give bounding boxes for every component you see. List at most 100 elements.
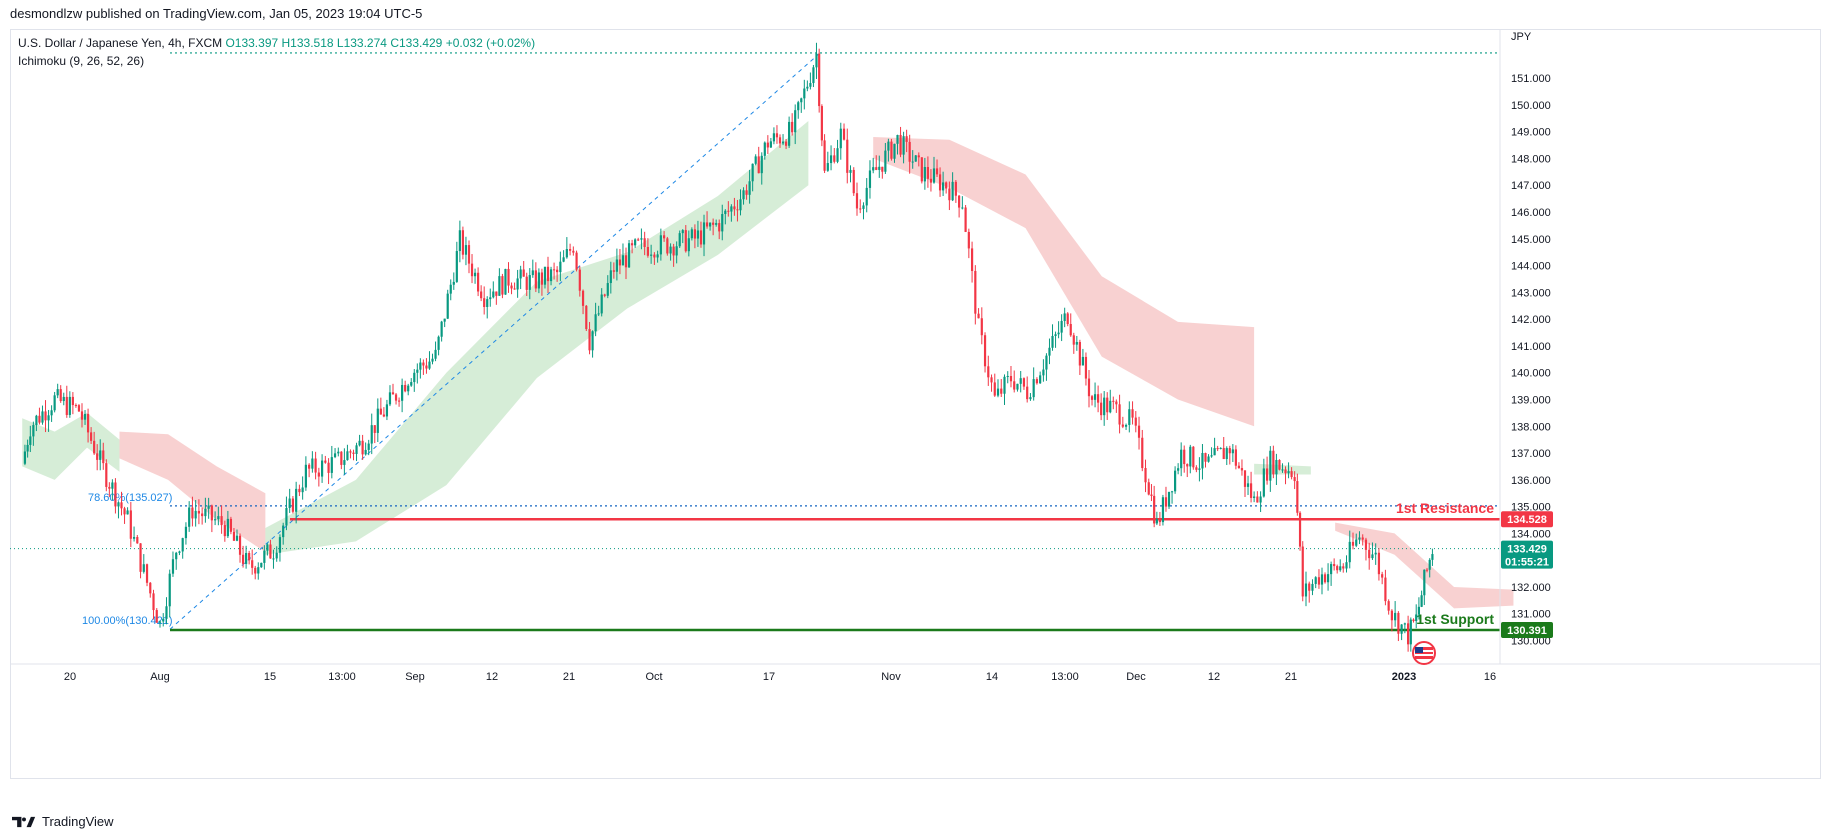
candle-body-349: [1106, 397, 1109, 413]
candle-body-227: [727, 210, 730, 212]
candle-body-65: [226, 518, 229, 537]
candle-body-64: [223, 525, 226, 537]
candle-body-11: [56, 389, 59, 396]
candle-body-377: [1192, 446, 1195, 468]
candle-body-18: [77, 405, 81, 412]
last-price-tag-bg: [1501, 540, 1553, 569]
candle-body-48: [171, 559, 175, 574]
candle-body-147: [480, 291, 483, 299]
candle-body-202: [650, 254, 653, 256]
candle-body-311: [987, 366, 990, 378]
candle-body-23: [93, 440, 96, 454]
candle-body-134: [440, 321, 443, 337]
candle-body-264: [839, 128, 842, 149]
candle-body-346: [1097, 394, 1100, 403]
published-line: desmondlzw published on TradingView.com,…: [10, 6, 423, 21]
candle-body-121: [401, 384, 404, 401]
candle-body-114: [379, 408, 382, 415]
candle-body-289: [917, 155, 920, 158]
candle-body-398: [1256, 496, 1259, 503]
candle-body-247: [788, 121, 791, 146]
candle-body-407: [1284, 469, 1287, 474]
candle-body-50: [178, 551, 181, 553]
candle-body-410: [1293, 477, 1296, 482]
candle-body-235: [751, 163, 754, 182]
tradingview-brand[interactable]: TradingView: [12, 814, 114, 829]
price-tick-label: 138.000: [1511, 421, 1551, 433]
candle-body-151: [492, 291, 495, 298]
candle-body-1: [26, 444, 29, 452]
candle-body-239: [763, 142, 766, 156]
candle-body-350: [1109, 400, 1112, 413]
candle-body-171: [552, 269, 556, 271]
candle-body-215: [690, 229, 693, 239]
candle-body-284: [902, 136, 905, 155]
candle-body-408: [1287, 471, 1290, 474]
candle-body-444: [1400, 624, 1403, 634]
candle-body-76: [260, 562, 263, 568]
candle-body-160: [519, 269, 522, 279]
candle-body-326: [1035, 379, 1039, 384]
candle-body-157: [510, 285, 513, 289]
candle-body-93: [314, 458, 317, 473]
candle-body-337: [1069, 323, 1072, 336]
candle-body-255: [812, 67, 815, 84]
candle-body-181: [585, 305, 588, 330]
candle-body-404: [1275, 459, 1278, 475]
candle-body-97: [327, 462, 330, 473]
candle-body-84: [285, 507, 288, 526]
candle-body-403: [1272, 450, 1275, 475]
candle-body-418: [1317, 577, 1321, 585]
candle-body-77: [263, 550, 266, 563]
candle-body-30: [114, 482, 117, 507]
candle-body-401: [1265, 468, 1269, 481]
candle-body-6: [41, 411, 44, 423]
candle-body-156: [507, 268, 510, 286]
time-tick-label: Oct: [645, 671, 662, 683]
candle-body-451: [1420, 595, 1423, 607]
candle-body-85: [288, 498, 291, 508]
candle-body-219: [702, 222, 706, 245]
candle-body-275: [875, 167, 878, 170]
candle-body-53: [188, 507, 191, 527]
candle-body-286: [908, 141, 911, 162]
candle-body-364: [1153, 495, 1156, 524]
candle-body-423: [1333, 564, 1336, 567]
candle-body-209: [672, 246, 675, 256]
candle-body-413: [1301, 546, 1304, 597]
resistance-price-tag-text: 134.528: [1507, 514, 1547, 526]
candle-body-361: [1144, 468, 1147, 483]
candle-body-367: [1161, 497, 1165, 523]
candle-body-127: [419, 362, 422, 370]
candle-body-120: [397, 400, 401, 402]
candle-body-122: [404, 384, 407, 392]
candle-body-161: [522, 269, 525, 277]
candle-body-59: [207, 505, 210, 509]
candle-body-21: [86, 413, 90, 433]
candle-body-210: [675, 246, 678, 256]
candle-body-318: [1009, 375, 1013, 382]
price-tick-label: 141.000: [1511, 341, 1551, 353]
candle-body-8: [47, 415, 50, 421]
candle-body-56: [197, 510, 201, 514]
ichimoku-cloud-segment-4: [873, 137, 1255, 427]
candle-body-178: [575, 252, 578, 270]
candle-body-83: [282, 525, 285, 538]
candle-body-24: [96, 453, 99, 460]
candle-body-232: [742, 190, 745, 200]
candle-body-166: [537, 272, 540, 289]
legend-close: C133.429: [390, 36, 443, 50]
time-tick-label: 21: [563, 671, 575, 683]
candle-body-328: [1042, 369, 1045, 376]
candle-body-381: [1204, 453, 1207, 462]
candle-body-427: [1345, 562, 1348, 569]
candle-body-238: [760, 155, 763, 174]
candle-body-233: [745, 190, 748, 195]
candle-body-73: [251, 560, 254, 568]
support-price-tag-bg: [1501, 622, 1553, 639]
candle-body-454: [1428, 559, 1431, 570]
price-tick-label: 147.000: [1511, 180, 1551, 192]
candle-body-290: [920, 157, 923, 182]
candle-body-4: [35, 415, 38, 426]
